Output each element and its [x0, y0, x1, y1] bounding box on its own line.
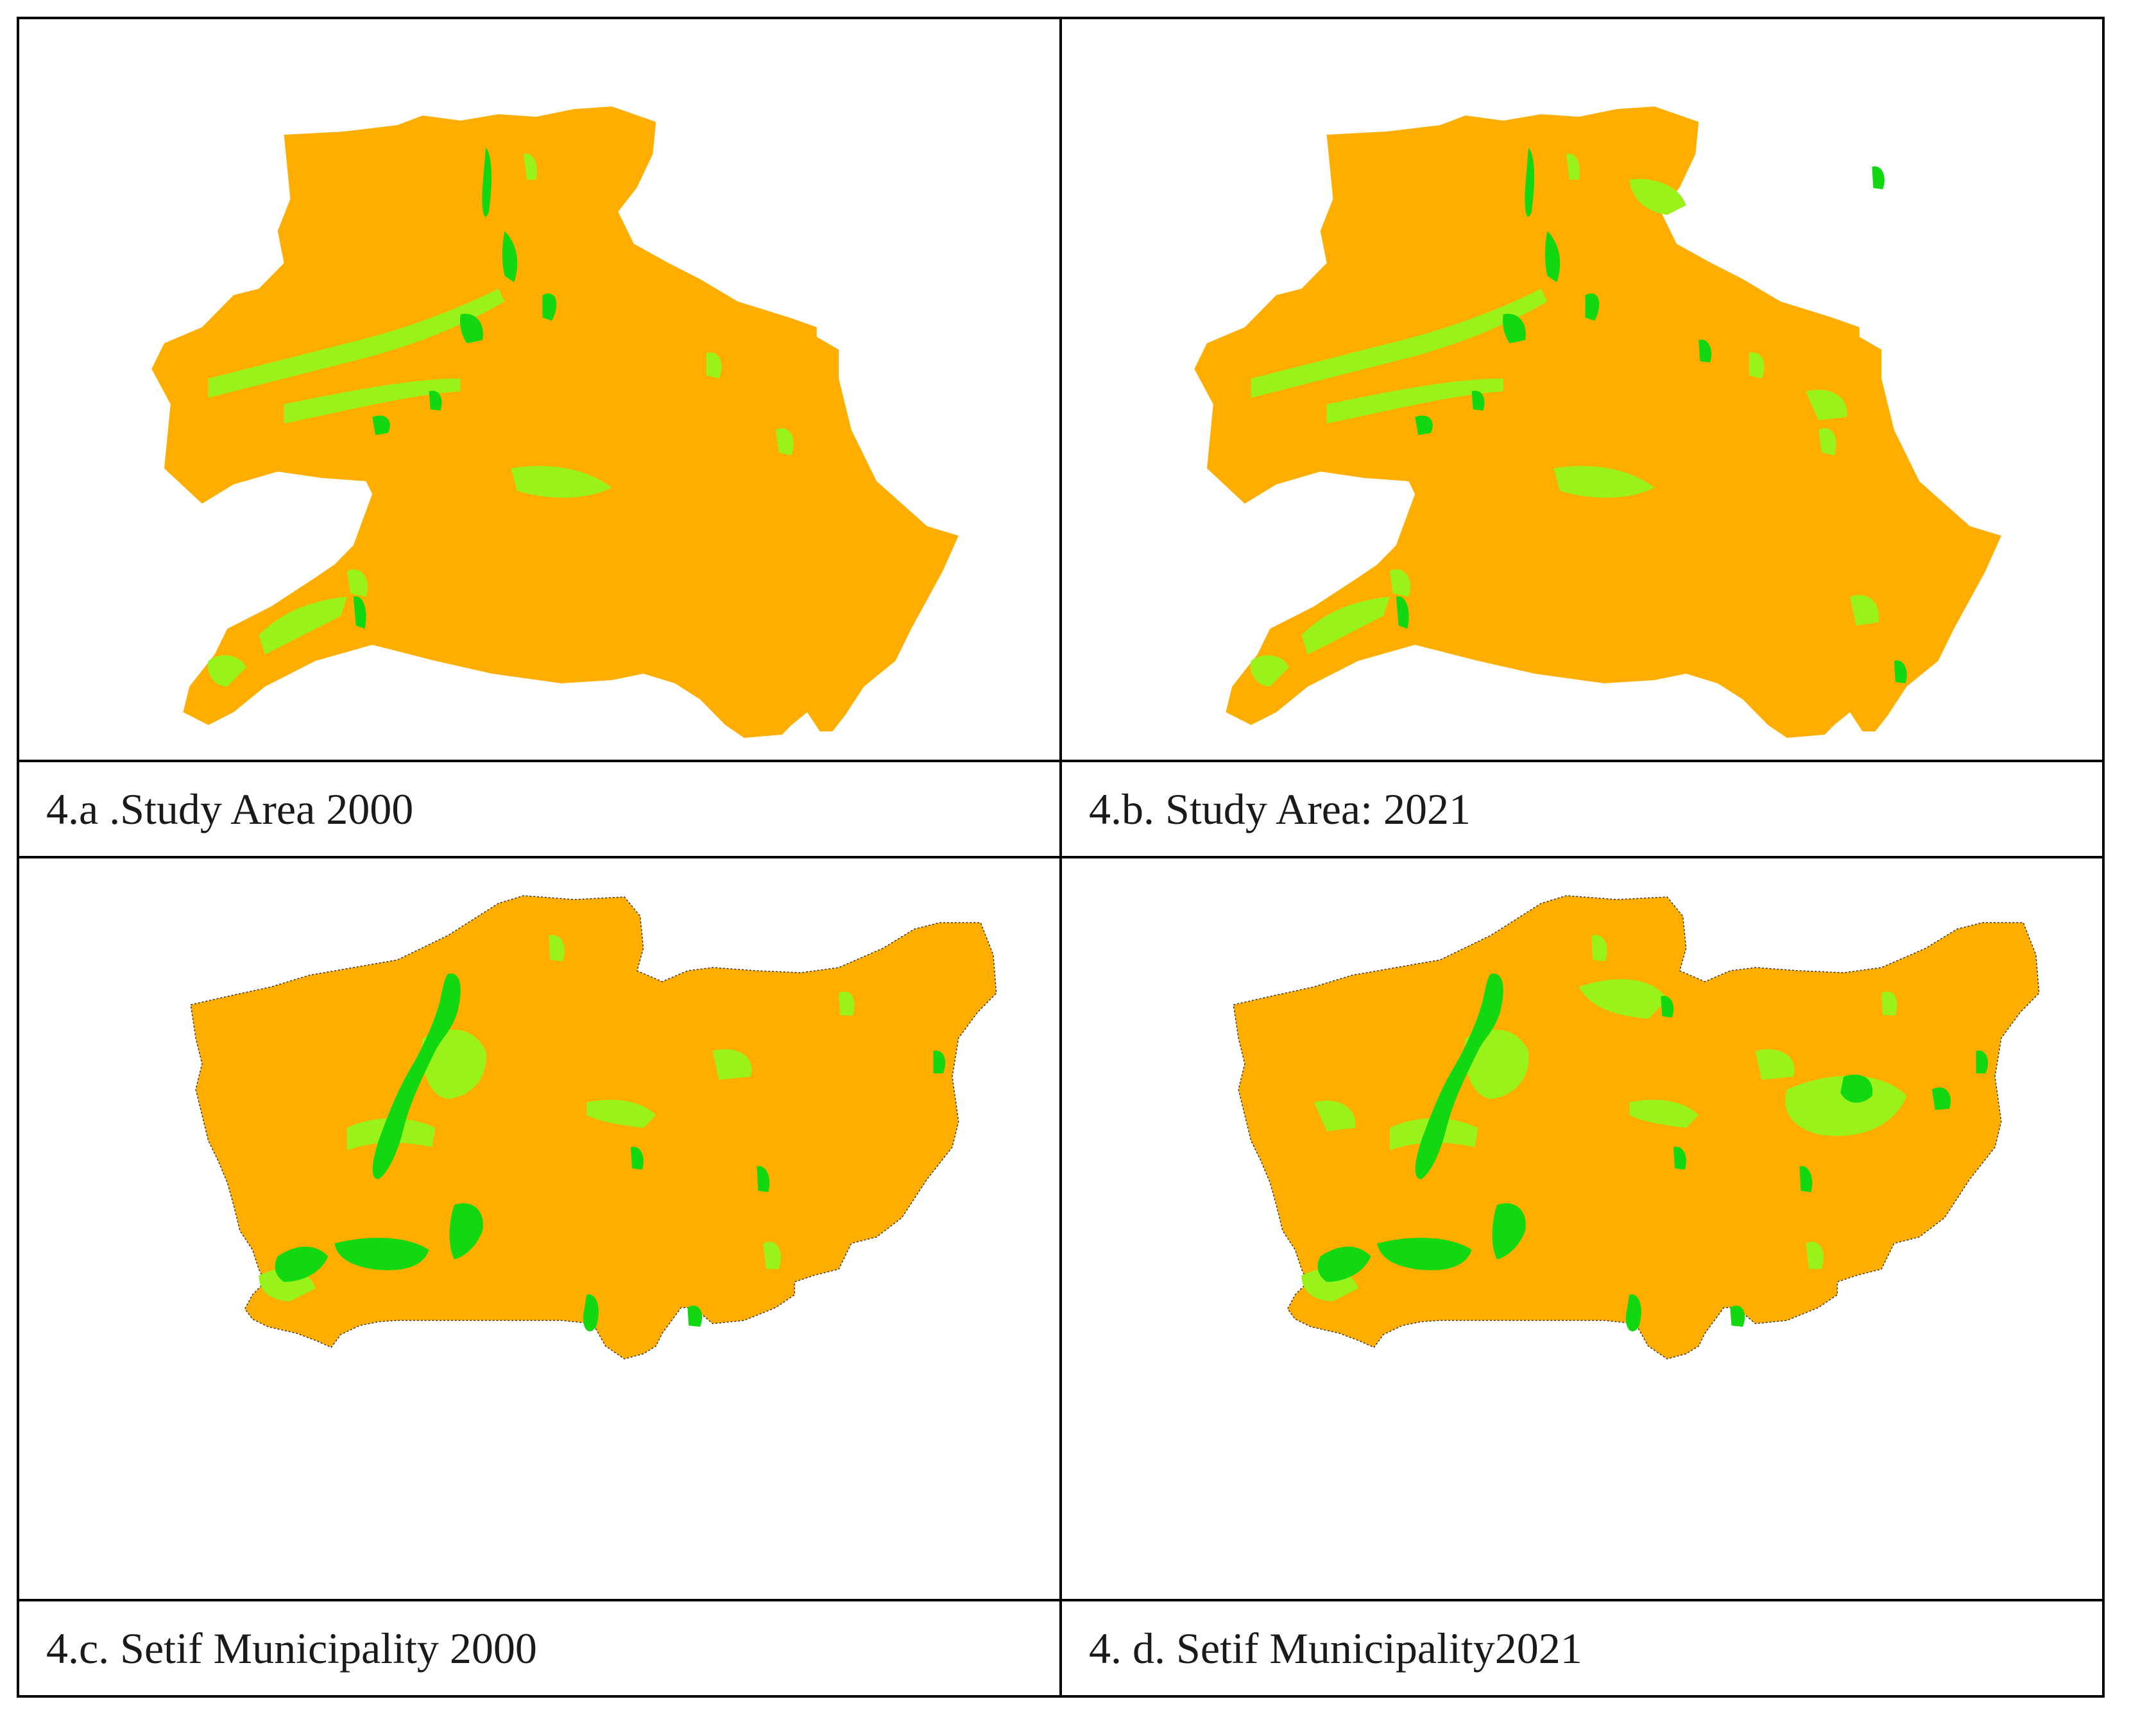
light-vegetation-patch — [775, 428, 794, 456]
light-vegetation-patch — [1313, 1100, 1356, 1131]
dense-vegetation-patch — [502, 231, 518, 282]
caption-cell-4d: 4. d. Setif Municipality2021 — [1059, 1599, 2105, 1698]
light-vegetation-patch — [1806, 389, 1847, 420]
light-vegetation-patch — [1301, 597, 1390, 654]
dense-vegetation-patch — [933, 1050, 946, 1073]
caption-4d: 4. d. Setif Municipality2021 — [1089, 1624, 1582, 1673]
dense-vegetation-patch — [1799, 1166, 1813, 1192]
dense-vegetation-patch — [630, 1147, 644, 1170]
map-panel-4d — [1059, 856, 2105, 1601]
light-vegetation-patch — [523, 153, 537, 180]
light-vegetation-patch — [1579, 979, 1668, 1019]
dense-vegetation-patch — [1585, 293, 1600, 321]
light-vegetation-patch — [1591, 935, 1607, 961]
dense-vegetation-patch — [757, 1166, 770, 1192]
light-vegetation-patch — [1749, 352, 1765, 379]
light-vegetation-patch — [839, 991, 855, 1016]
map-panel-4b — [1059, 17, 2105, 762]
caption-4b: 4.b. Study Area: 2021 — [1089, 785, 1471, 833]
light-vegetation-patch — [763, 1241, 781, 1269]
dense-vegetation-patch — [372, 973, 461, 1179]
light-vegetation-patch — [1806, 1241, 1824, 1269]
dense-vegetation-patch — [1503, 314, 1526, 343]
dense-vegetation-patch — [1415, 973, 1503, 1179]
dense-vegetation-patch — [275, 1247, 329, 1282]
study-area-2000-map — [151, 107, 959, 738]
dense-vegetation-patch — [1931, 1087, 1951, 1110]
light-vegetation-patch — [259, 597, 347, 654]
caption-cell-4b: 4.b. Study Area: 2021 — [1059, 760, 2105, 858]
caption-4c: 4.c. Setif Municipality 2000 — [46, 1624, 537, 1673]
light-vegetation-patch — [1881, 991, 1897, 1016]
light-vegetation-patch — [549, 935, 565, 961]
light-vegetation-patch — [1389, 569, 1410, 597]
dense-vegetation-patch — [1544, 231, 1561, 282]
dense-vegetation-patch — [1840, 1074, 1873, 1103]
light-vegetation-patch — [706, 352, 722, 379]
dense-vegetation-patch — [1396, 596, 1409, 629]
light-vegetation-patch — [586, 1100, 656, 1128]
light-vegetation-patch — [1566, 153, 1580, 180]
caption-4a: 4.a .Study Area 2000 — [46, 785, 414, 833]
map-panel-4a — [17, 17, 1062, 762]
light-vegetation-patch — [208, 289, 505, 398]
light-vegetation-patch — [1326, 379, 1503, 423]
study-area-2021-map — [1194, 107, 2001, 738]
light-vegetation-patch — [207, 655, 246, 687]
dense-vegetation-patch — [583, 1294, 599, 1332]
map-panel-4c — [17, 856, 1062, 1601]
light-vegetation-patch — [1785, 1075, 1907, 1136]
study-area-land-cover — [1194, 107, 2001, 738]
dense-vegetation-patch — [1625, 1294, 1641, 1332]
light-vegetation-patch — [712, 1049, 752, 1080]
light-vegetation-patch — [1850, 595, 1879, 626]
dense-vegetation-patch — [1525, 148, 1534, 217]
caption-cell-4c: 4.c. Setif Municipality 2000 — [17, 1599, 1062, 1698]
dense-vegetation-patch — [429, 391, 442, 411]
light-vegetation-patch — [1464, 1029, 1529, 1099]
dense-vegetation-patch — [1730, 1305, 1745, 1327]
dense-vegetation-patch — [1976, 1050, 1989, 1073]
light-vegetation-patch — [1818, 428, 1836, 456]
light-vegetation-patch — [284, 379, 461, 423]
dense-vegetation-patch — [1492, 1203, 1526, 1259]
light-vegetation-patch — [1755, 1049, 1795, 1080]
dense-vegetation-patch — [1673, 1147, 1686, 1170]
caption-cell-4a: 4.a .Study Area 2000 — [17, 760, 1062, 858]
dense-vegetation-patch — [1872, 166, 1885, 189]
light-vegetation-patch — [422, 1029, 486, 1099]
light-vegetation-patch — [1553, 466, 1655, 498]
light-vegetation-patch — [1629, 179, 1686, 215]
dense-vegetation-patch — [1377, 1238, 1472, 1270]
dense-vegetation-patch — [353, 596, 366, 629]
dense-vegetation-patch — [1317, 1247, 1371, 1282]
dense-vegetation-patch — [372, 415, 390, 435]
dense-vegetation-patch — [687, 1305, 703, 1327]
light-vegetation-patch — [346, 569, 368, 597]
light-vegetation-patch — [1629, 1100, 1699, 1128]
light-vegetation-patch — [511, 466, 612, 498]
study-area-land-cover — [151, 107, 959, 738]
dense-vegetation-patch — [334, 1238, 429, 1270]
light-vegetation-patch — [1251, 289, 1548, 398]
dense-vegetation-patch — [449, 1203, 483, 1259]
dense-vegetation-patch — [1894, 660, 1907, 683]
municipality-land-cover — [190, 895, 997, 1360]
dense-vegetation-patch — [542, 293, 557, 321]
dense-vegetation-patch — [1415, 415, 1433, 435]
dense-vegetation-patch — [1661, 996, 1674, 1018]
dense-vegetation-patch — [1698, 339, 1712, 363]
figure-grid: 4.a .Study Area 2000 4.b. Study Area: 20… — [17, 17, 2105, 1698]
dense-vegetation-patch — [460, 314, 483, 343]
dense-vegetation-patch — [1471, 391, 1485, 411]
setif-municipality-2000-map — [190, 895, 997, 1360]
setif-municipality-2021-map — [1233, 895, 2040, 1360]
light-vegetation-patch — [1250, 655, 1289, 687]
municipality-land-cover — [1233, 895, 2040, 1360]
dense-vegetation-patch — [482, 148, 492, 217]
